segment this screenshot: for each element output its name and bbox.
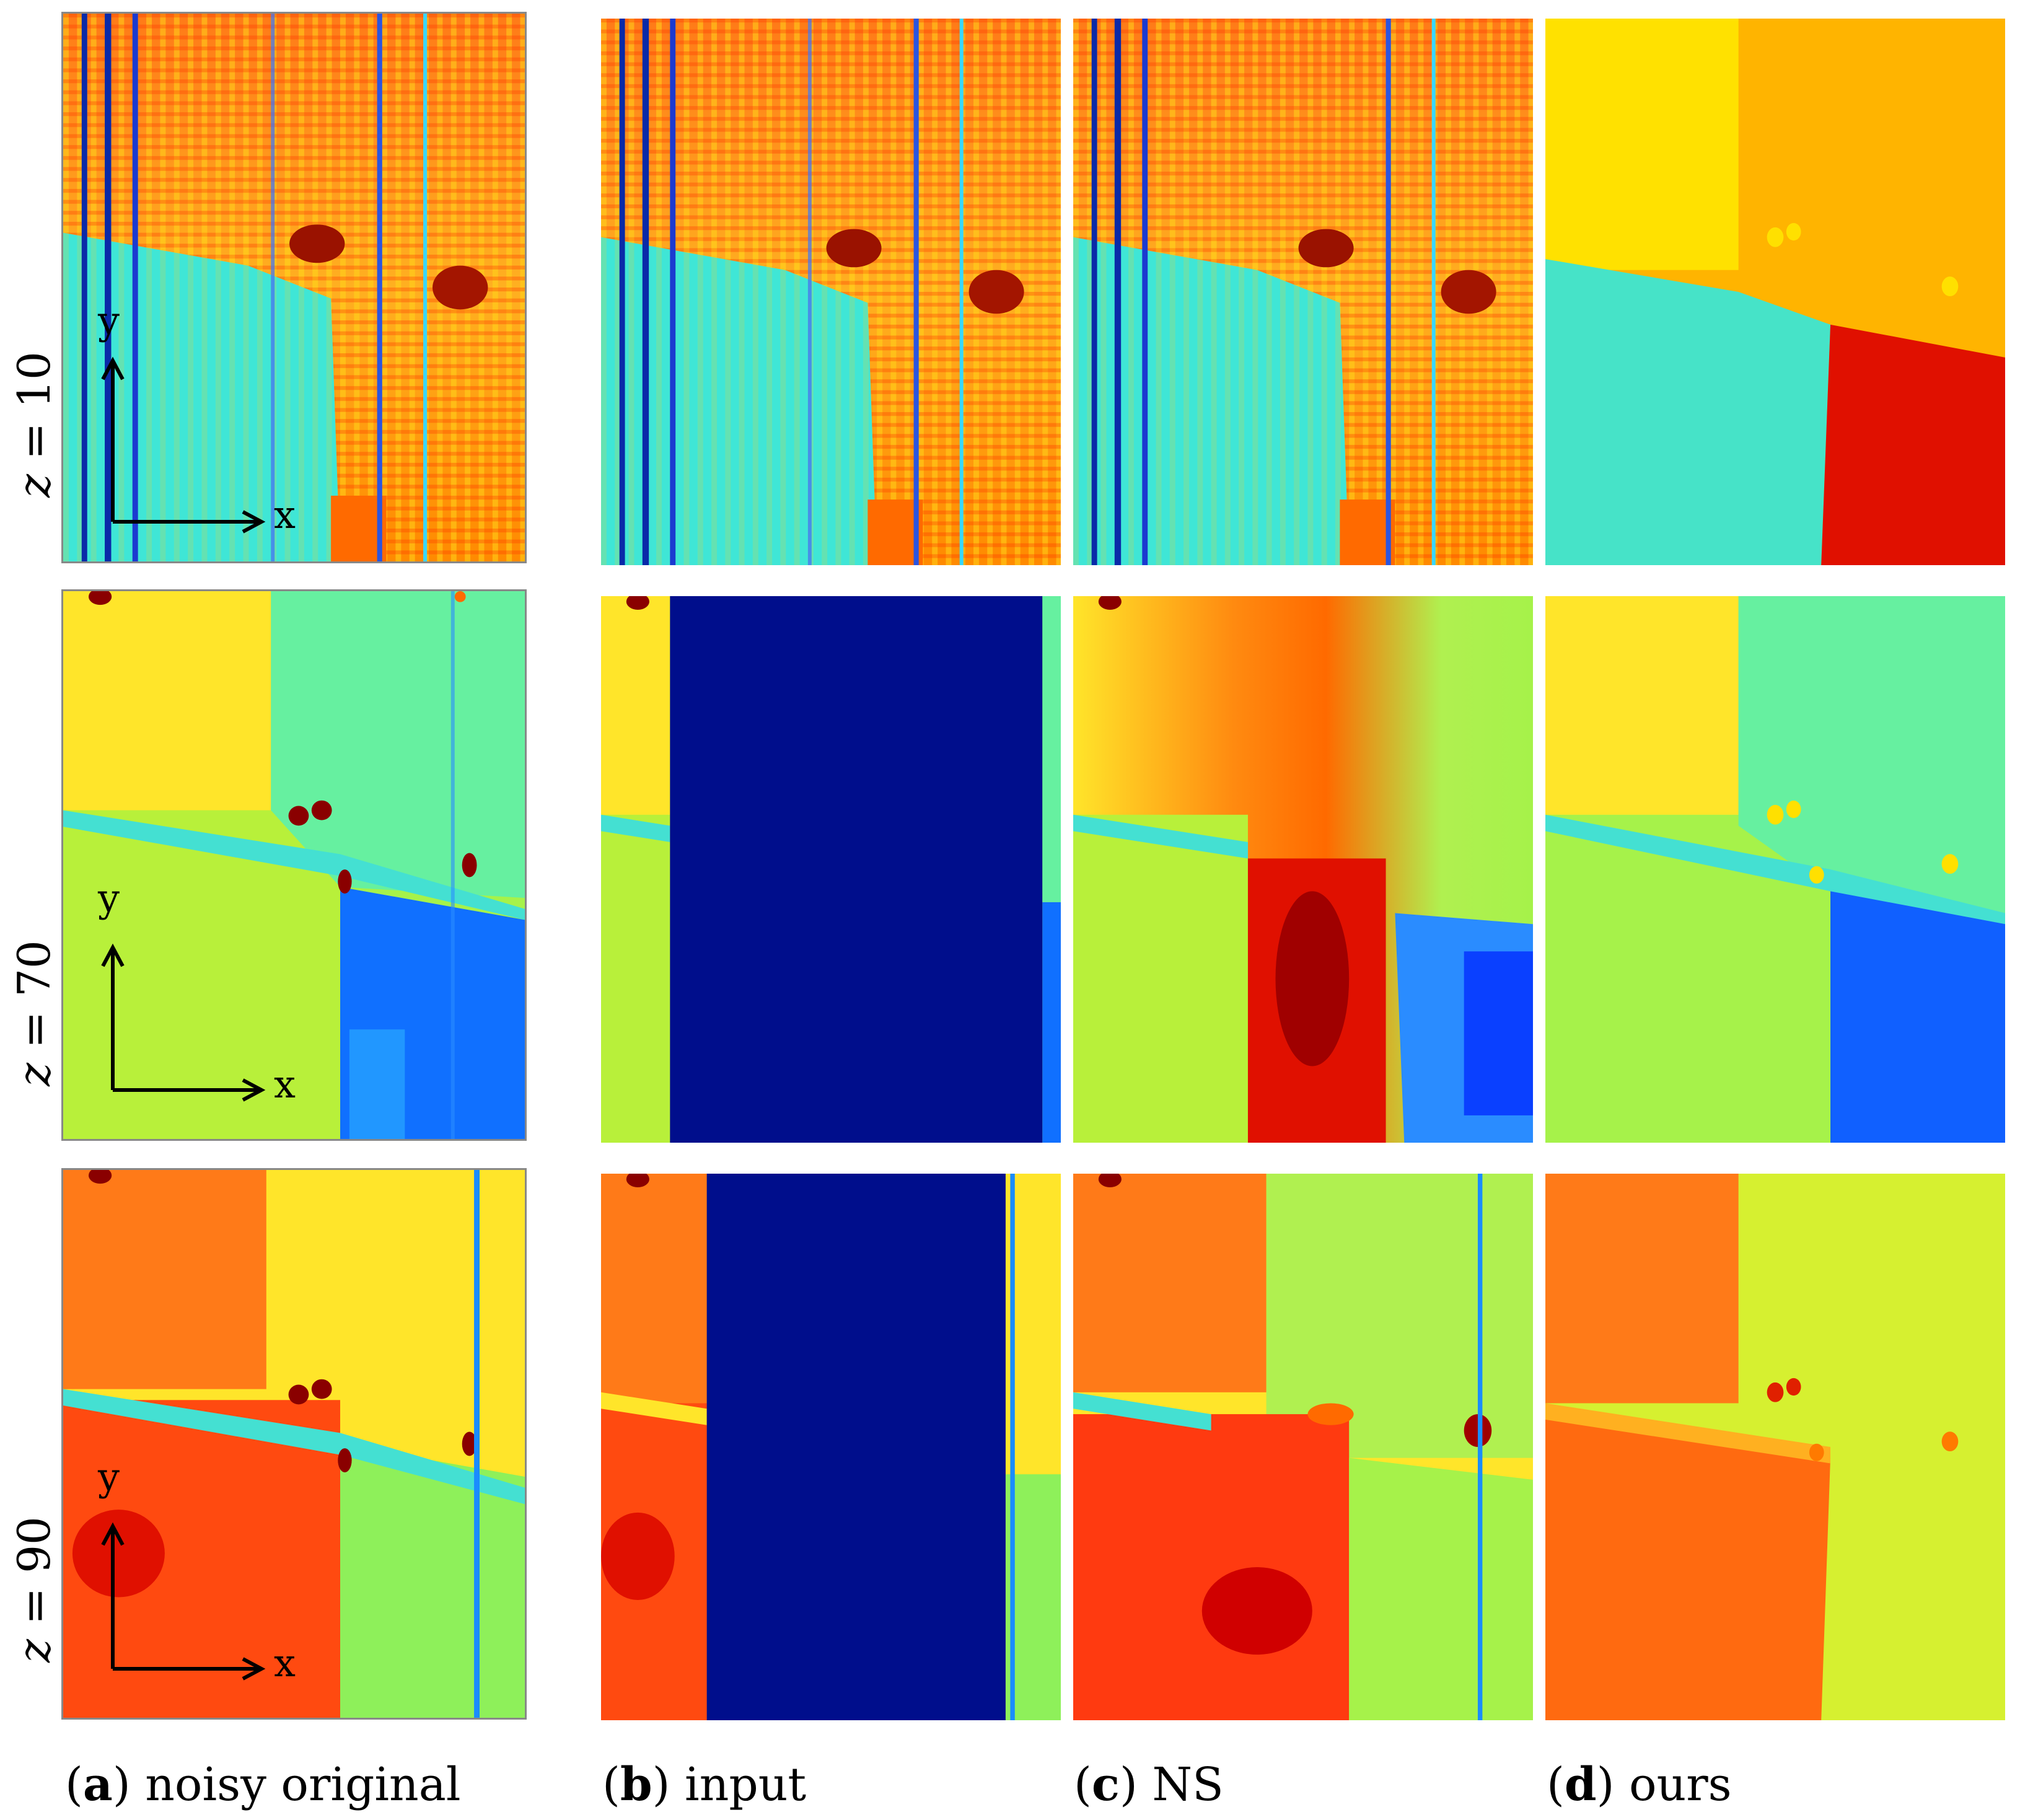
caption-a: (a) noisy original	[65, 1758, 461, 1811]
panel-input-z70	[601, 596, 1061, 1143]
panel-noisy-original-z10: y x	[61, 12, 527, 563]
panel-ns-z10	[1073, 19, 1533, 565]
panel-noisy-original-z90: y x	[61, 1168, 527, 1720]
caption-b: (b) input	[602, 1758, 807, 1811]
panel-ours-z90	[1545, 1174, 2005, 1720]
panel-ours-z10	[1545, 19, 2005, 565]
caption-c: (c) NS	[1074, 1758, 1224, 1811]
row-label-z10: z = 10	[8, 351, 60, 498]
panel-input-z10	[601, 19, 1061, 565]
row-label-z70: z = 70	[8, 940, 60, 1086]
panel-ns-z70	[1073, 596, 1533, 1143]
panel-noisy-original-z70: y x	[61, 589, 527, 1141]
panel-input-z90	[601, 1174, 1061, 1720]
row-label-z90: z = 90	[8, 1516, 60, 1663]
caption-d: (d) ours	[1547, 1758, 1732, 1811]
panel-ns-z90	[1073, 1174, 1533, 1720]
panel-ours-z70	[1545, 596, 2005, 1143]
